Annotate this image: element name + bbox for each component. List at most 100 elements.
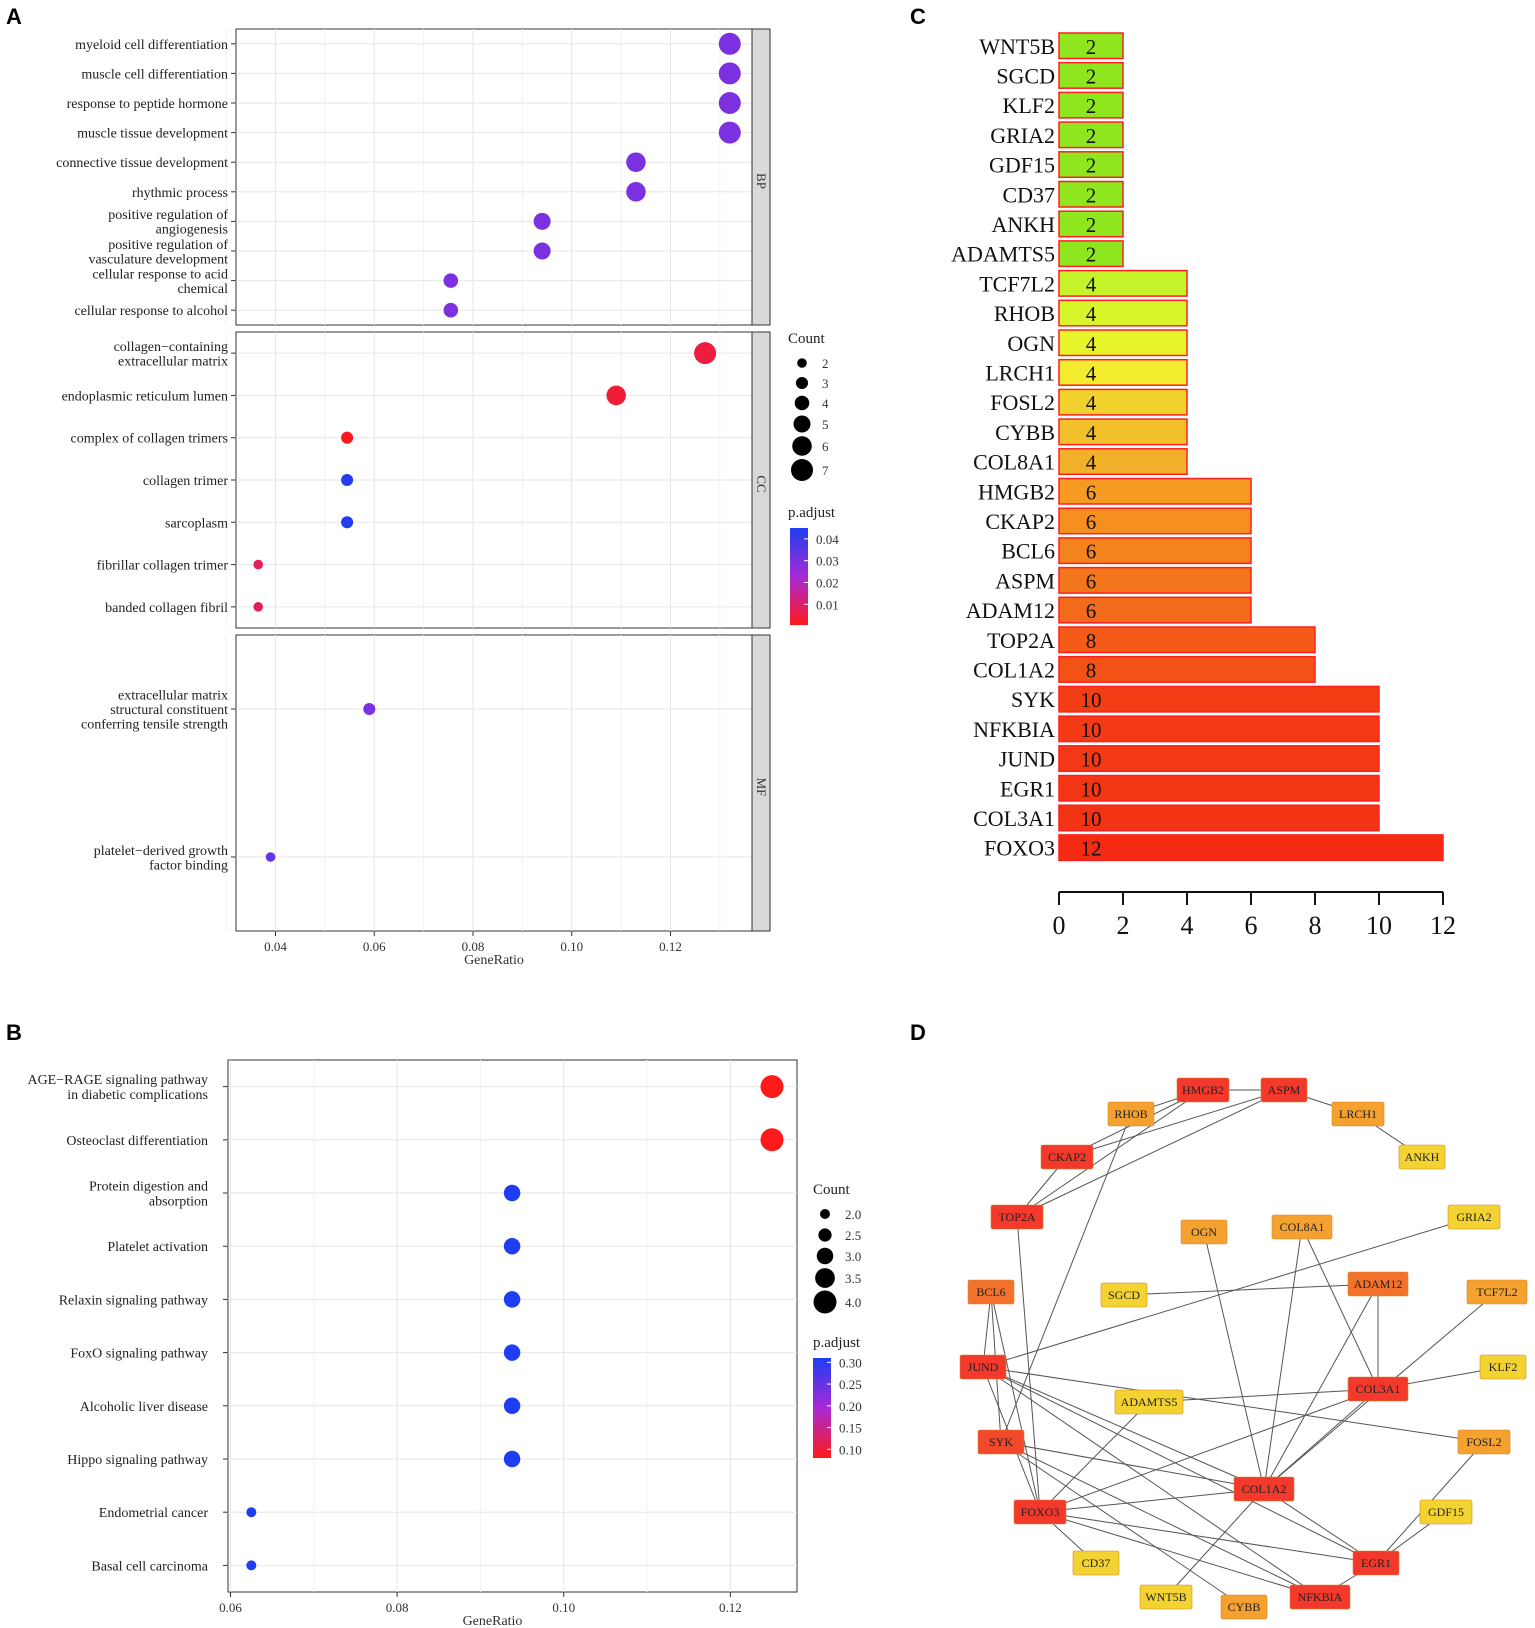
node-box (990, 1204, 1044, 1230)
legend-count-dot (820, 1209, 830, 1219)
dot-age-rage-signaling-pathway-in-diabetic-complications (760, 1075, 784, 1099)
dot-cellular-response-to-alcohol (443, 302, 459, 318)
dot-endoplasmic-reticulum-lumen (606, 385, 626, 406)
legend-count-dot (793, 415, 811, 433)
x-tick-label: 12 (1430, 911, 1456, 940)
pathway-label-basal-cell-carcinoma: Basal cell carcinoma (91, 1559, 208, 1574)
bar-ankh (1058, 210, 1124, 238)
bar-label-ckap2: CKAP2 (985, 509, 1055, 534)
term-label-positive-regulation-of: positive regulation of (108, 238, 228, 253)
bar-label-bcl6: BCL6 (1001, 539, 1055, 564)
term-label-chemical: chemical (177, 282, 228, 297)
bar-lrch1 (1058, 358, 1188, 386)
node-box (1347, 1271, 1409, 1297)
node-top2a: TOP2A (990, 1204, 1044, 1230)
node-col8a1: COL8A1 (1271, 1214, 1333, 1240)
node-box (1176, 1077, 1230, 1103)
bar-value-col1a2: 8 (1086, 658, 1097, 682)
node-box (1331, 1101, 1385, 1127)
legend-count-dot (815, 1268, 835, 1288)
bar-jund (1058, 745, 1380, 773)
node-box (1072, 1550, 1120, 1576)
bar-label-wnt5b: WNT5B (979, 34, 1055, 59)
term-label-muscle-tissue-development: muscle tissue development (77, 127, 228, 142)
dot-rhythmic-process (626, 182, 646, 202)
bar-gdf15 (1058, 151, 1124, 179)
bar-fosl2 (1058, 388, 1188, 416)
bar-label-cd37: CD37 (1002, 182, 1055, 207)
term-label-structural-constituent: structural constituent (110, 703, 228, 718)
bar-label-jund: JUND (999, 747, 1055, 772)
node-box (1398, 1144, 1446, 1170)
dot-hippo-signaling-pathway (503, 1450, 521, 1468)
node-box (1419, 1499, 1473, 1525)
bar-foxo3 (1058, 834, 1444, 862)
facet-strip-label: BP (754, 173, 769, 189)
legend-count-label: 5 (822, 417, 829, 432)
dot-basal-cell-carcinoma (246, 1560, 257, 1571)
dot-endometrial-cancer (246, 1507, 257, 1518)
term-label-banded-collagen-fibril: banded collagen fibril (105, 601, 228, 616)
dot-osteoclast-differentiation (760, 1128, 784, 1152)
panel-a-dot-plot: myeloid cell differentiation muscle cell … (56, 28, 839, 968)
bar-label-cybb: CYBB (995, 420, 1055, 445)
node-box (1347, 1376, 1409, 1402)
node-box (1100, 1282, 1148, 1308)
bar-ckap2 (1058, 507, 1252, 535)
edge-col3a1-foxo3 (1039, 1388, 1379, 1513)
node-box (1013, 1499, 1067, 1525)
legend-padj-label: 0.02 (816, 575, 839, 590)
legend-padj-label: 0.30 (839, 1355, 862, 1370)
node-label: OGN (1191, 1225, 1217, 1239)
pathway-label-platelet-activation: Platelet activation (107, 1240, 208, 1255)
node-label: EGR1 (1361, 1556, 1391, 1570)
node-label: RHOB (1114, 1107, 1147, 1121)
node-label: GDF15 (1428, 1505, 1464, 1519)
bar-value-ankh: 2 (1086, 213, 1097, 237)
bar-egr1 (1058, 774, 1380, 802)
bar-cybb (1058, 418, 1188, 446)
dot-complex-of-collagen-trimers (341, 431, 354, 444)
term-label-vasculature-development: vasculature development (88, 252, 228, 267)
panel-letter-b: B (6, 1020, 22, 1045)
bar-gria2 (1058, 121, 1124, 149)
legend-padj-label: 0.25 (839, 1377, 862, 1392)
bar-label-top2a: TOP2A (987, 628, 1055, 653)
legend-a: Count 2 3 4 5 6 7 p.adjust 0.04 0.03 0.02 0.01 (788, 331, 839, 625)
node-label: NFKBIA (1298, 1590, 1343, 1604)
edge-col1a2-egr1 (1263, 1488, 1377, 1564)
bar-label-adamts5: ADAMTS5 (951, 242, 1055, 267)
x-tick-label: 2 (1117, 911, 1130, 940)
x-tick-label: 4 (1181, 911, 1194, 940)
facet-strip-label: CC (754, 475, 769, 492)
bar-label-aspm: ASPM (995, 568, 1055, 593)
edge-col1a2-foxo3 (1039, 1488, 1265, 1513)
legend-count-dot (797, 358, 807, 368)
term-label-positive-regulation-of: positive regulation of (108, 208, 228, 223)
bar-ogn (1058, 329, 1188, 357)
edge-col3a1-adamts5 (1148, 1388, 1379, 1403)
bar-label-gria2: GRIA2 (990, 123, 1055, 148)
edge-aspm-ckap2 (1066, 1089, 1285, 1158)
bar-wnt5b (1058, 32, 1124, 60)
node-box (1289, 1584, 1351, 1610)
node-label: WNT5B (1145, 1590, 1186, 1604)
legend-count-label: 4.0 (845, 1295, 861, 1310)
pathway-label-hippo-signaling-pathway: Hippo signaling pathway (67, 1453, 208, 1468)
node-label: BCL6 (976, 1285, 1005, 1299)
node-box (1040, 1144, 1094, 1170)
x-tick-label: 0.12 (719, 1600, 742, 1615)
term-label-myeloid-cell-differentiation: myeloid cell differentiation (75, 38, 228, 53)
bar-label-sgcd: SGCD (996, 63, 1055, 88)
node-adamts5: ADAMTS5 (1114, 1389, 1184, 1415)
legend-padj-title: p.adjust (788, 505, 836, 521)
node-label: SGCD (1108, 1288, 1140, 1302)
plot-frame (227, 1059, 798, 1593)
node-label: ADAM12 (1354, 1277, 1403, 1291)
node-gria2: GRIA2 (1447, 1204, 1501, 1230)
legend-padj-title: p.adjust (813, 1335, 861, 1351)
dot-cellular-response-to-acid-chemical (443, 273, 459, 288)
bar-value-foxo3: 12 (1081, 837, 1102, 861)
bar-tcf7l2 (1058, 269, 1188, 297)
